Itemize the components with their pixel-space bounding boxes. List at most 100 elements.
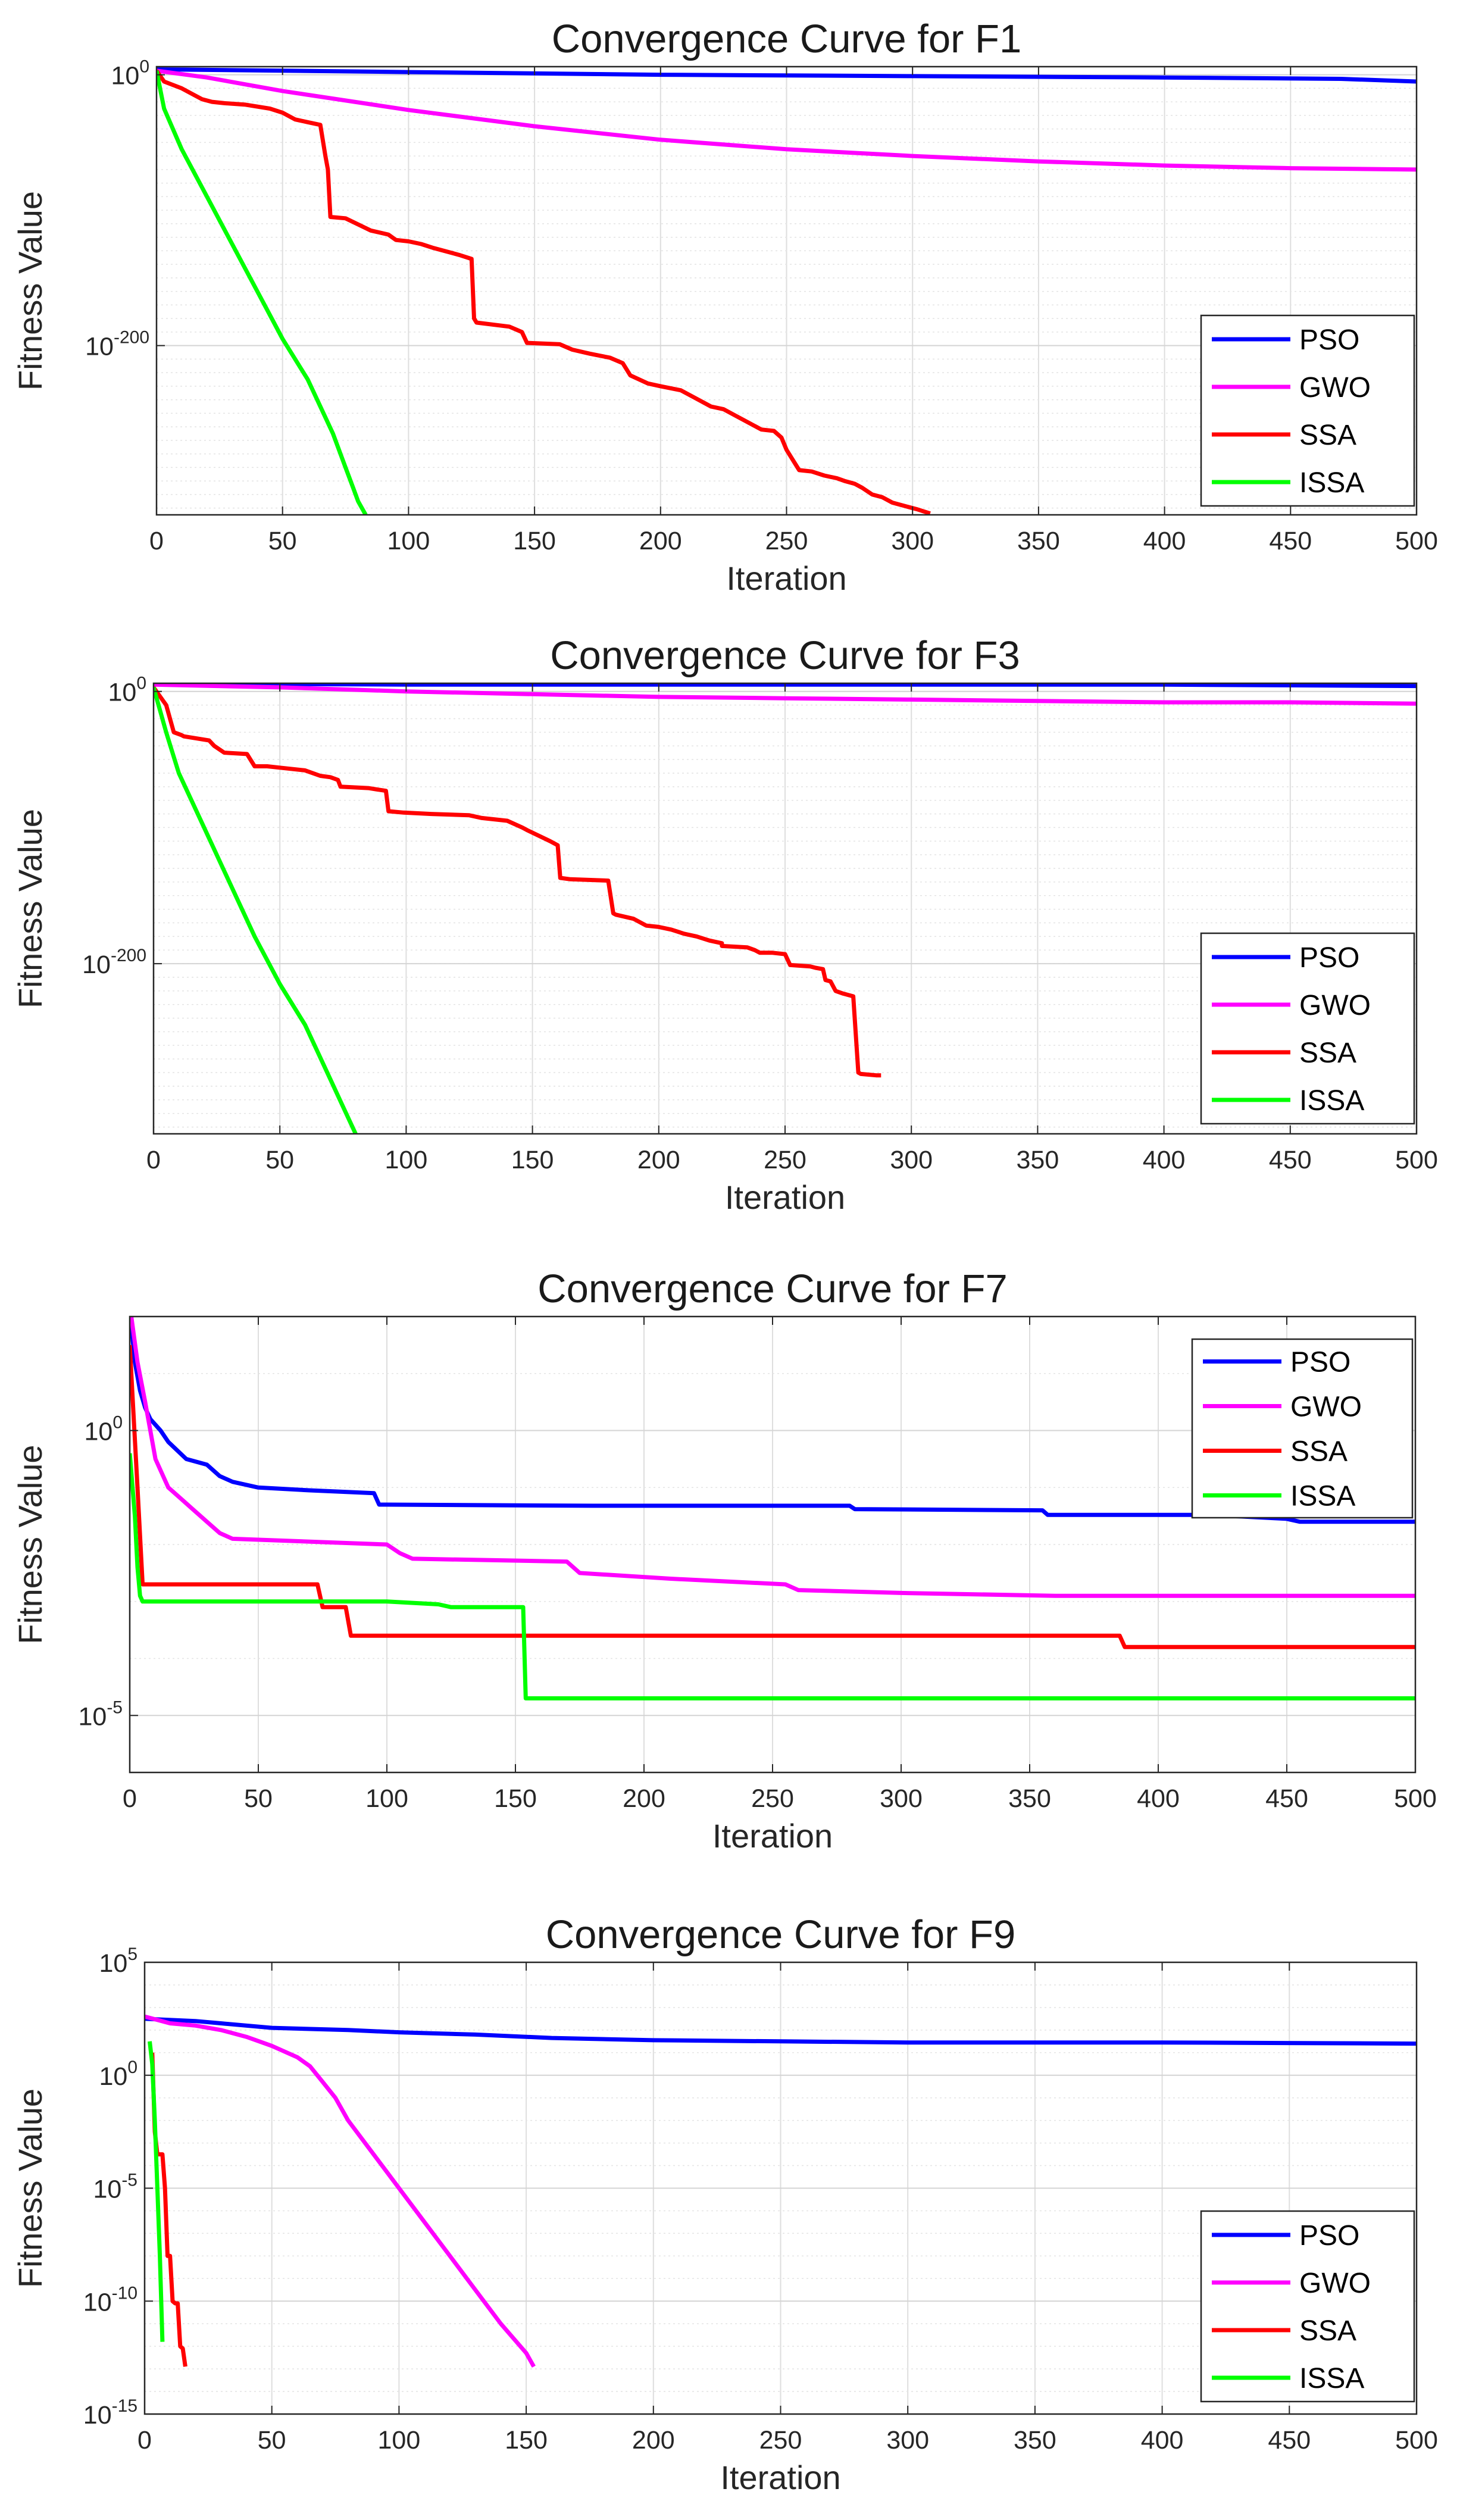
chart-panel-4: 0 50 100 150 200 250 300 350 400 450 50010510010-5… [11,1912,1438,2496]
x-tick-label: 100 [387,527,430,555]
series-line-ssa [157,69,931,515]
y-tick-base: 10 [111,62,139,90]
x-tick-label: 400 [1143,1146,1186,1174]
x-tick-label: 450 [1269,1146,1312,1174]
y-tick-base: 10 [108,679,136,707]
x-tick-label: 150 [513,527,556,555]
x-tick-label: 400 [1137,1784,1180,1813]
series-line-ssa [154,686,881,1078]
series-line-gwo [154,683,1417,706]
chart-title: Convergence Curve for F9 [546,1912,1015,1957]
y-tick-base: 10 [99,1949,127,1978]
x-tick-label: 50 [268,527,297,555]
series-line-issa [148,2041,165,2342]
legend-label-issa: ISSA [1290,1481,1355,1512]
x-tick-label: 50 [265,1146,294,1174]
chart-title: Convergence Curve for F7 [537,1267,1007,1311]
y-axis-label: Fitness Value [11,1445,49,1644]
y-tick-exponent: -15 [112,2396,137,2416]
x-tick-label: 500 [1395,2426,1438,2455]
legend-label-pso: PSO [1299,2220,1359,2252]
legend-label-issa: ISSA [1299,467,1364,499]
x-tick-label: 450 [1265,1784,1308,1813]
y-tick-exponent: -10 [112,2283,137,2303]
x-tick-label: 300 [891,527,934,555]
x-tick-label: 200 [623,1784,665,1813]
x-axis-label: Iteration [726,559,846,597]
legend: PSO GWO SSA ISSA [1200,2210,1415,2403]
legend-label-gwo: GWO [1299,990,1371,1021]
y-tick-base: 10 [83,2401,112,2430]
legend: PSO GWO SSA ISSA [1200,932,1415,1125]
x-tick-label: 400 [1141,2426,1184,2455]
legend-label-pso: PSO [1299,942,1359,974]
series-group [145,2014,1417,2368]
x-tick-label: 250 [764,1146,806,1174]
legend-label-issa: ISSA [1299,1085,1364,1117]
chart-title: Convergence Curve for F3 [550,633,1020,678]
x-tick-label: 200 [632,2426,675,2455]
y-tick-exponent: 5 [127,1944,137,1964]
y-tick-exponent: -200 [111,946,146,965]
chart-panel-1: 0 50 100 150 200 250 300 350 400 450 50010010-200C… [11,17,1438,597]
legend-label-ssa: SSA [1299,1037,1356,1069]
series-group [157,67,1417,515]
x-axis: 0 50 100 150 200 250 300 350 400 450 500 [149,67,1438,555]
x-tick-label: 100 [378,2426,421,2455]
y-axis: 100 10-200 [85,57,165,361]
y-tick-label: 10-200 [85,328,149,361]
y-tick-base: 10 [82,951,111,979]
x-tick-label: 100 [385,1146,428,1174]
x-tick-label: 350 [1017,1146,1059,1174]
x-tick-label: 0 [137,2426,152,2455]
x-axis-label: Iteration [720,2459,840,2496]
y-axis-label: Fitness Value [11,2088,49,2288]
legend-box [1200,932,1415,1125]
x-tick-label: 200 [637,1146,680,1174]
x-tick-label: 150 [494,1784,537,1813]
legend-label-issa: ISSA [1299,2363,1364,2394]
series-line-gwo [130,1317,1415,1598]
y-tick-base: 10 [99,2062,127,2091]
y-tick-base: 10 [84,1418,112,1446]
legend-label-gwo: GWO [1299,372,1371,404]
legend: PSO GWO SSA ISSA [1191,1338,1414,1519]
y-tick-label: 10-200 [82,946,146,979]
legend-box [1200,2210,1415,2403]
legend-label-gwo: GWO [1299,2268,1371,2299]
y-axis-label: Fitness Value [11,191,49,390]
x-axis-label: Iteration [725,1178,845,1216]
chart-panel-3: 0 50 100 150 200 250 300 350 400 450 50010010-5Con… [11,1267,1437,1855]
series-line-issa [157,70,368,515]
series-line-pso [145,2016,1417,2046]
legend-label-pso: PSO [1299,324,1359,356]
x-tick-label: 350 [1017,527,1060,555]
x-tick-label: 250 [765,527,808,555]
x-tick-label: 150 [505,2426,548,2455]
y-tick-exponent: -5 [107,1697,123,1717]
y-tick-label: 100 [84,1413,123,1446]
legend-box [1200,314,1415,507]
x-tick-label: 500 [1395,1146,1438,1174]
x-axis-label: Iteration [712,1817,833,1855]
x-tick-label: 250 [759,2426,802,2455]
y-tick-exponent: 0 [136,674,146,693]
y-tick-label: 105 [99,1944,137,1978]
x-axis: 0 50 100 150 200 250 300 350 400 450 500 [146,683,1438,1174]
x-tick-label: 500 [1394,1784,1437,1813]
y-tick-exponent: 0 [139,57,149,77]
y-tick-base: 10 [93,2175,121,2204]
x-tick-label: 400 [1143,527,1186,555]
series-line-ssa [130,1345,1415,1649]
x-tick-label: 300 [890,1146,933,1174]
x-tick-label: 200 [639,527,682,555]
x-tick-label: 0 [146,1146,161,1174]
y-tick-label: 10-5 [78,1697,123,1731]
legend-label-ssa: SSA [1290,1436,1348,1468]
series-line-gwo [145,2014,536,2368]
x-axis: 0 50 100 150 200 250 300 350 400 450 500 [123,1317,1437,1813]
legend-label-gwo: GWO [1290,1392,1362,1423]
x-tick-label: 300 [880,1784,923,1813]
